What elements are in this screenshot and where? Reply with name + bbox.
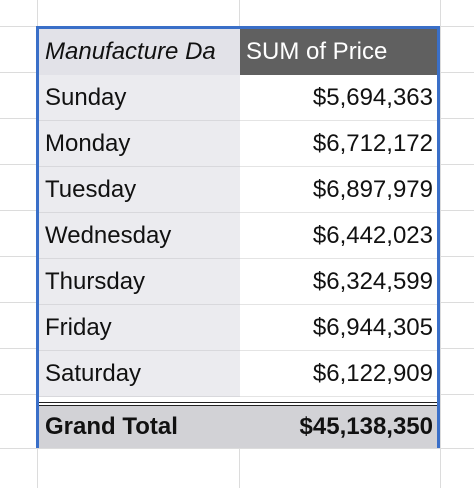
- grand-total-row: Grand Total $45,138,350: [39, 402, 437, 448]
- value-cell[interactable]: $5,694,363: [240, 75, 437, 121]
- table-row: Wednesday $6,442,023: [39, 213, 437, 259]
- row-field-header-cell[interactable]: Manufacture Da: [39, 29, 240, 75]
- row-label-cell[interactable]: Sunday: [39, 75, 240, 121]
- pivot-table[interactable]: Manufacture Da SUM of Price Sunday $5,69…: [36, 26, 440, 448]
- row-label-cell[interactable]: Wednesday: [39, 213, 240, 259]
- row-label-cell[interactable]: Monday: [39, 121, 240, 167]
- value-cell[interactable]: $6,442,023: [240, 213, 437, 259]
- grand-total-label-cell[interactable]: Grand Total: [39, 406, 240, 448]
- value-cell[interactable]: $6,944,305: [240, 305, 437, 351]
- value-cell[interactable]: $6,897,979: [240, 167, 437, 213]
- row-label-cell[interactable]: Thursday: [39, 259, 240, 305]
- table-row: Saturday $6,122,909: [39, 351, 437, 397]
- table-row: Thursday $6,324,599: [39, 259, 437, 305]
- value-field-header-cell[interactable]: SUM of Price: [240, 29, 437, 75]
- row-label-cell[interactable]: Saturday: [39, 351, 240, 397]
- row-label-cell[interactable]: Friday: [39, 305, 240, 351]
- table-row: Sunday $5,694,363: [39, 75, 437, 121]
- value-cell[interactable]: $6,324,599: [240, 259, 437, 305]
- grand-total-value-cell[interactable]: $45,138,350: [240, 406, 437, 448]
- value-cell[interactable]: $6,122,909: [240, 351, 437, 397]
- value-cell[interactable]: $6,712,172: [240, 121, 437, 167]
- pivot-header-row: Manufacture Da SUM of Price: [39, 29, 437, 75]
- table-row: Monday $6,712,172: [39, 121, 437, 167]
- table-row: Friday $6,944,305: [39, 305, 437, 351]
- row-label-cell[interactable]: Tuesday: [39, 167, 240, 213]
- table-row: Tuesday $6,897,979: [39, 167, 437, 213]
